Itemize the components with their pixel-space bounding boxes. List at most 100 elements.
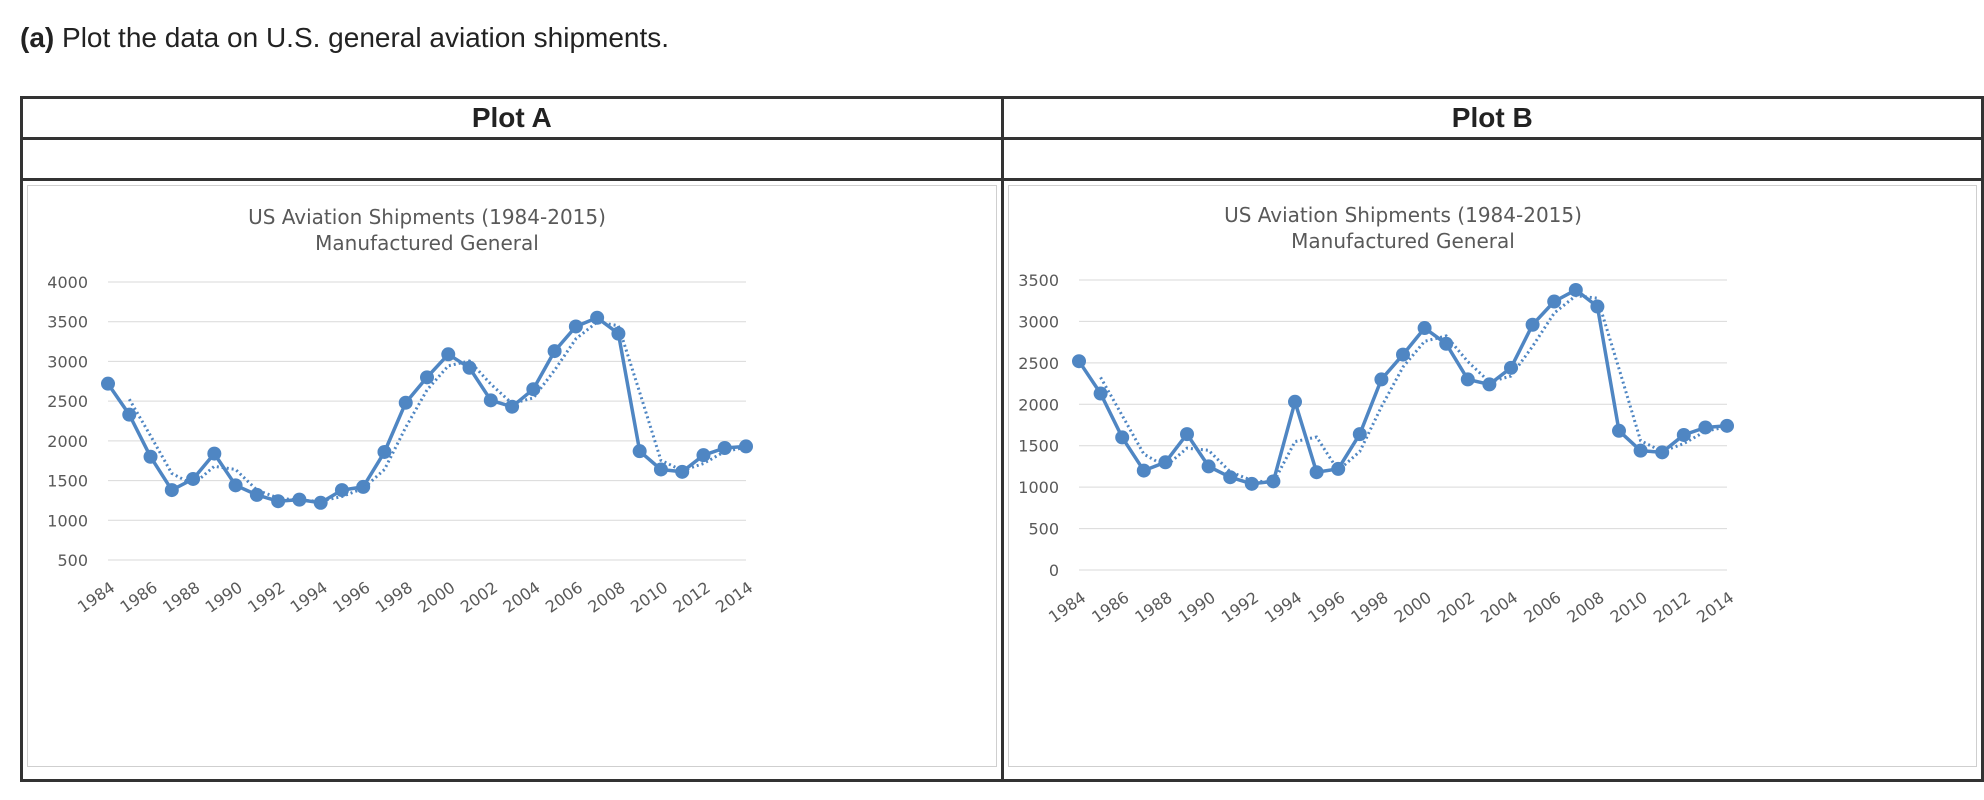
plot-b-chart-title: US Aviation Shipments (1984-2015) bbox=[1224, 203, 1582, 227]
plot-a-x-tick-label: 1986 bbox=[117, 578, 161, 617]
plot-b-x-tick-label: 2000 bbox=[1390, 588, 1434, 627]
plot-a-y-tick-label: 1500 bbox=[47, 472, 88, 491]
plot-b-data-point bbox=[1309, 465, 1324, 480]
plot-b-data-point bbox=[1633, 443, 1648, 458]
plot-a-y-tick-label: 3500 bbox=[47, 313, 88, 332]
plot-a-data-point bbox=[164, 483, 179, 498]
plot-b-chart: US Aviation Shipments (1984-2015)Manufac… bbox=[1018, 203, 1737, 627]
plot-b-data-point bbox=[1179, 427, 1194, 442]
plot-b-y-tick-label: 2500 bbox=[1018, 354, 1059, 373]
plot-a-data-point bbox=[611, 326, 626, 341]
plot-b-x-tick-label: 2014 bbox=[1693, 588, 1737, 627]
plot-a-x-tick-label: 2000 bbox=[414, 578, 458, 617]
plot-b-y-tick-label: 2000 bbox=[1018, 395, 1059, 414]
plot-b-data-point bbox=[1460, 372, 1475, 387]
plot-a-data-point bbox=[249, 487, 264, 502]
plot-a-y-tick-label: 2000 bbox=[47, 432, 88, 451]
plot-a-data-point bbox=[717, 441, 732, 456]
plot-b-data-point bbox=[1395, 347, 1410, 362]
plot-b-data-point bbox=[1287, 394, 1302, 409]
plot-b-data-point bbox=[1546, 294, 1561, 309]
plot-a-x-tick-label: 2008 bbox=[584, 578, 628, 617]
plot-b-answer-cell[interactable] bbox=[1000, 137, 1984, 181]
plot-b-data-point bbox=[1265, 474, 1280, 489]
plot-b-data-point bbox=[1697, 420, 1712, 435]
plot-b-y-tick-label: 1500 bbox=[1018, 437, 1059, 456]
plot-b-x-tick-label: 1986 bbox=[1088, 588, 1132, 627]
plot-a-data-point bbox=[122, 407, 137, 422]
plot-a-data-point bbox=[143, 449, 158, 464]
plot-b-header: Plot B bbox=[1000, 96, 1984, 140]
plot-b-cell: US Aviation Shipments (1984-2015) Manufac… bbox=[1000, 178, 1984, 782]
plot-b-y-tick-label: 500 bbox=[1028, 520, 1059, 539]
plot-a-data-point bbox=[271, 494, 286, 509]
plot-a-x-tick-label: 2006 bbox=[542, 578, 586, 617]
plot-a-data-point bbox=[356, 479, 371, 494]
plot-a-cell: US Aviation Shipments (1984-2015) Manufac… bbox=[20, 178, 1004, 782]
plot-b-data-point bbox=[1676, 427, 1691, 442]
plot-b-x-tick-label: 1990 bbox=[1174, 588, 1218, 627]
plot-b-series-line bbox=[1077, 288, 1727, 486]
plot-a-y-tick-label: 2500 bbox=[47, 392, 88, 411]
plot-a-y-tick-label: 500 bbox=[57, 551, 88, 570]
plot-a-x-tick-label: 2010 bbox=[627, 578, 671, 617]
plot-b-x-tick-label: 2012 bbox=[1649, 588, 1693, 627]
plot-a-data-point bbox=[568, 319, 583, 334]
plot-b-x-tick-label: 1992 bbox=[1217, 588, 1261, 627]
plot-a-data-point bbox=[653, 462, 668, 477]
plot-b-data-point bbox=[1611, 423, 1626, 438]
plot-b-chart-frame: US Aviation Shipments (1984-2015) Manufac… bbox=[1007, 185, 1977, 767]
plot-b-data-point bbox=[1136, 463, 1151, 478]
plot-a-chart: US Aviation Shipments (1984-2015)Manufac… bbox=[47, 205, 756, 617]
plot-b-data-point bbox=[1568, 282, 1583, 297]
plot-a-answer-cell[interactable] bbox=[20, 137, 1004, 181]
plot-a-chart-title: US Aviation Shipments (1984-2015) bbox=[248, 205, 606, 229]
plot-b-x-tick-label: 2002 bbox=[1433, 588, 1477, 627]
plot-a-data-point bbox=[207, 446, 222, 461]
plot-a-series-line bbox=[106, 315, 747, 505]
plot-b-x-tick-label: 2006 bbox=[1520, 588, 1564, 627]
plot-a-x-tick-label: 1996 bbox=[329, 578, 373, 617]
plot-b-data-point bbox=[1093, 386, 1108, 401]
plot-b-y-tick-label: 0 bbox=[1048, 561, 1058, 580]
plot-b-y-tick-label: 1000 bbox=[1018, 478, 1059, 497]
plot-b-x-tick-label: 1994 bbox=[1261, 588, 1305, 627]
plot-b-y-tick-label: 3500 bbox=[1018, 271, 1059, 290]
plot-b-x-tick-label: 2010 bbox=[1606, 588, 1650, 627]
plot-a-data-point bbox=[441, 347, 456, 362]
plot-b-data-point bbox=[1417, 321, 1432, 336]
question-body: Plot the data on U.S. general aviation s… bbox=[62, 22, 670, 53]
plot-a-data-point bbox=[739, 439, 753, 454]
plot-b-data-point bbox=[1071, 354, 1086, 369]
plot-a-y-tick-label: 1000 bbox=[47, 511, 88, 530]
plot-a-data-point bbox=[292, 492, 307, 507]
plot-b-x-tick-label: 1988 bbox=[1131, 588, 1175, 627]
plot-b-data-point bbox=[1157, 455, 1172, 470]
plot-a-x-tick-label: 1988 bbox=[159, 578, 203, 617]
question-text: (a) Plot the data on U.S. general aviati… bbox=[20, 22, 669, 54]
plot-a-data-point bbox=[101, 376, 115, 391]
plot-b-data-point bbox=[1525, 317, 1540, 332]
plot-b-trend-line bbox=[1098, 294, 1727, 485]
plot-a-data-point bbox=[377, 444, 392, 459]
plot-a-data-point bbox=[526, 382, 541, 397]
plot-a-y-tick-label: 3000 bbox=[47, 352, 88, 371]
plot-a-header: Plot A bbox=[20, 96, 1004, 140]
plot-a-chart-subtitle: Manufactured General bbox=[315, 231, 539, 255]
plot-b-x-tick-label: 2008 bbox=[1563, 588, 1607, 627]
plot-b-data-point bbox=[1481, 377, 1496, 392]
plot-a-x-tick-label: 1994 bbox=[287, 578, 331, 617]
plot-b-y-tick-label: 3000 bbox=[1018, 312, 1059, 331]
plot-b-x-tick-label: 1998 bbox=[1347, 588, 1391, 627]
plot-b-data-point bbox=[1352, 427, 1367, 442]
plot-b-data-point bbox=[1222, 470, 1237, 485]
plot-a-x-tick-label: 1984 bbox=[74, 578, 118, 617]
plot-b-data-point bbox=[1114, 430, 1129, 445]
plot-a-trend-line bbox=[128, 320, 747, 503]
plot-a-x-tick-label: 2002 bbox=[457, 578, 501, 617]
question-prefix: (a) bbox=[20, 22, 55, 53]
plot-b-x-tick-label: 1984 bbox=[1045, 588, 1089, 627]
plot-a-data-point bbox=[675, 464, 690, 479]
plot-a-x-tick-label: 1990 bbox=[202, 578, 246, 617]
plot-a-data-point bbox=[590, 310, 605, 325]
